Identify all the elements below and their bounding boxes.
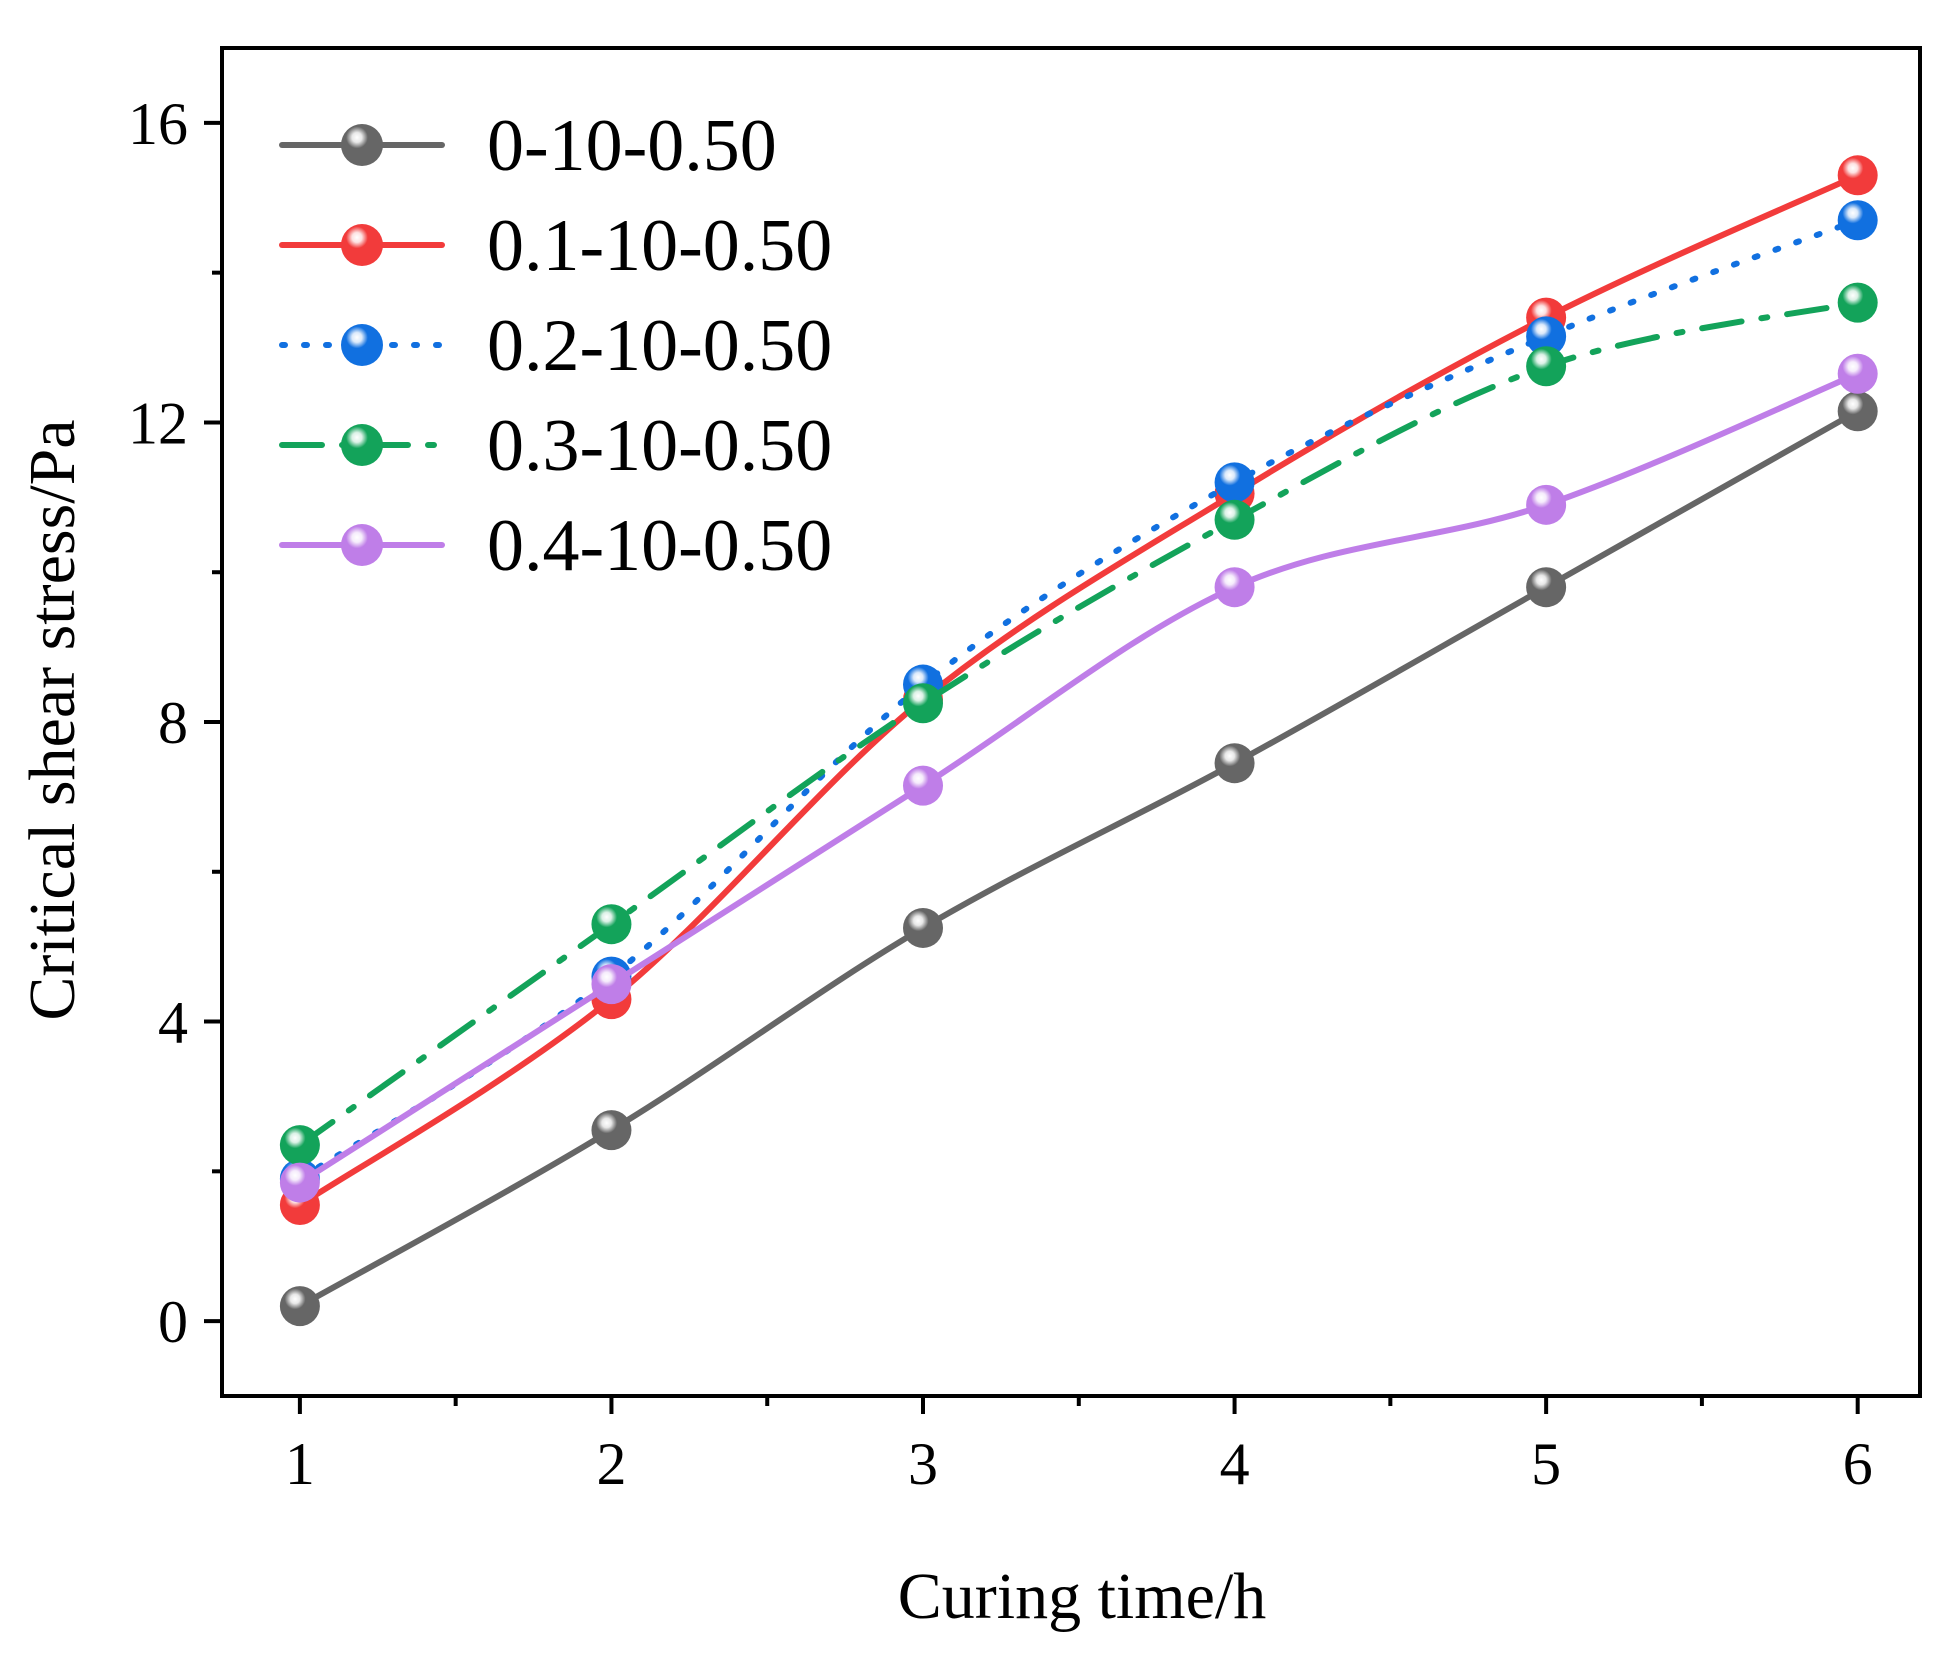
legend: 0-10-0.50 0.1-10-0.50 0.2-10-0.50 0.3-10-0.… <box>279 105 832 587</box>
data-point-0.3-10-0.50-x3 <box>903 683 944 724</box>
series-layer <box>279 155 1878 1327</box>
data-point-0.4-10-0.50-x2 <box>591 964 632 1005</box>
data-point-0.3-10-0.50-x5-shine <box>1526 346 1567 387</box>
series-line-0.1-10-0.50 <box>296 172 1861 1208</box>
y-tick-label-12: 12 <box>128 390 188 456</box>
data-point-0-10-0.50-x6 <box>1837 391 1878 432</box>
x-tick-label-5: 5 <box>1531 1431 1561 1497</box>
legend-label-0.2-10-0.50: 0.2-10-0.50 <box>487 305 832 387</box>
data-point-0.4-10-0.50-x2-shine <box>591 964 632 1005</box>
legend-marker-0.1-10-0.50-shine <box>341 224 383 266</box>
data-point-0.3-10-0.50-x2 <box>591 904 632 945</box>
legend-marker-0-10-0.50 <box>341 124 383 166</box>
data-point-0-10-0.50-x4 <box>1214 743 1255 784</box>
data-point-0-10-0.50-x2 <box>591 1110 632 1151</box>
legend-item-0.4-10-0.50: 0.4-10-0.50 <box>279 505 832 587</box>
data-point-0.3-10-0.50-x1 <box>279 1125 320 1166</box>
data-point-0.1-10-0.50-x6 <box>1837 155 1878 196</box>
series-0.4-10-0.50 <box>279 353 1878 1203</box>
data-point-0.4-10-0.50-x5-shine <box>1526 484 1567 525</box>
legend-label-0.3-10-0.50: 0.3-10-0.50 <box>487 405 832 487</box>
data-point-0.2-10-0.50-x4-shine <box>1214 462 1255 503</box>
legend-label-0.1-10-0.50: 0.1-10-0.50 <box>487 205 832 287</box>
data-point-0-10-0.50-x6-shine <box>1837 391 1878 432</box>
x-tick-label-3: 3 <box>908 1431 938 1497</box>
data-point-0.3-10-0.50-x5 <box>1526 346 1567 387</box>
data-point-0.4-10-0.50-x1 <box>279 1162 320 1203</box>
data-point-0-10-0.50-x5 <box>1526 567 1567 608</box>
plot-frame <box>220 46 1922 1398</box>
data-point-0.4-10-0.50-x4 <box>1214 567 1255 608</box>
data-point-0.2-10-0.50-x6 <box>1837 200 1878 241</box>
legend-marker-0.4-10-0.50-shine <box>341 524 383 566</box>
data-point-0.4-10-0.50-x3 <box>903 765 944 806</box>
y-axis-label: Critical shear stress/Pa <box>16 419 89 1020</box>
legend-item-0.3-10-0.50: 0.3-10-0.50 <box>279 405 832 487</box>
x-tick-label-4: 4 <box>1220 1431 1250 1497</box>
series-0.3-10-0.50 <box>279 282 1878 1166</box>
data-point-0-10-0.50-x1 <box>279 1286 320 1327</box>
legend-marker-0-10-0.50-shine <box>341 124 383 166</box>
series-line-0-10-0.50 <box>296 408 1861 1310</box>
legend-marker-0.3-10-0.50-shine <box>341 424 383 466</box>
y-tick-label-0: 0 <box>158 1289 188 1355</box>
data-point-0.2-10-0.50-x5 <box>1526 316 1567 357</box>
data-point-0.3-10-0.50-x4-shine <box>1214 499 1255 540</box>
data-point-0.3-10-0.50-x1-shine <box>279 1125 320 1166</box>
data-point-0.4-10-0.50-x6 <box>1837 353 1878 394</box>
y-tick-label-8: 8 <box>158 690 188 756</box>
legend-marker-0.4-10-0.50 <box>341 524 383 566</box>
series-line-0.4-10-0.50 <box>296 370 1861 1186</box>
x-tick-label-1: 1 <box>285 1431 315 1497</box>
legend-label-0.4-10-0.50: 0.4-10-0.50 <box>487 505 832 587</box>
x-tick-label-6: 6 <box>1843 1431 1873 1497</box>
data-point-0.1-10-0.50-x6-shine <box>1837 155 1878 196</box>
data-point-0.4-10-0.50-x4-shine <box>1214 567 1255 608</box>
legend-marker-0.3-10-0.50 <box>341 424 383 466</box>
legend-label-0-10-0.50: 0-10-0.50 <box>487 105 777 187</box>
series-line-0.3-10-0.50 <box>296 299 1861 1149</box>
data-point-0.4-10-0.50-x1-shine <box>279 1162 320 1203</box>
data-point-0-10-0.50-x1-shine <box>279 1286 320 1327</box>
data-point-0.3-10-0.50-x4 <box>1214 499 1255 540</box>
data-point-0-10-0.50-x5-shine <box>1526 567 1567 608</box>
legend-marker-0.1-10-0.50 <box>341 224 383 266</box>
legend-item-0.1-10-0.50: 0.1-10-0.50 <box>279 205 832 287</box>
legend-item-0-10-0.50: 0-10-0.50 <box>279 105 777 187</box>
legend-marker-0.2-10-0.50 <box>341 324 383 366</box>
data-point-0.3-10-0.50-x6-shine <box>1837 282 1878 323</box>
data-point-0-10-0.50-x4-shine <box>1214 743 1255 784</box>
y-tick-label-16: 16 <box>128 91 188 157</box>
x-tick-label-2: 2 <box>596 1431 626 1497</box>
y-tick-label-4: 4 <box>158 990 188 1056</box>
data-point-0.3-10-0.50-x6 <box>1837 282 1878 323</box>
data-point-0.2-10-0.50-x6-shine <box>1837 200 1878 241</box>
data-point-0.4-10-0.50-x6-shine <box>1837 353 1878 394</box>
data-point-0-10-0.50-x3-shine <box>903 907 944 948</box>
data-point-0.4-10-0.50-x5 <box>1526 484 1567 525</box>
legend-marker-0.2-10-0.50-shine <box>341 324 383 366</box>
data-point-0-10-0.50-x2-shine <box>591 1110 632 1151</box>
legend-item-0.2-10-0.50: 0.2-10-0.50 <box>279 305 832 387</box>
data-point-0.3-10-0.50-x2-shine <box>591 904 632 945</box>
x-axis-label: Curing time/h <box>898 1560 1266 1633</box>
data-point-0-10-0.50-x3 <box>903 907 944 948</box>
data-point-0.2-10-0.50-x4 <box>1214 462 1255 503</box>
series-0-10-0.50 <box>279 391 1878 1327</box>
data-point-0.3-10-0.50-x3-shine <box>903 683 944 724</box>
data-point-0.2-10-0.50-x5-shine <box>1526 316 1567 357</box>
data-point-0.4-10-0.50-x3-shine <box>903 765 944 806</box>
